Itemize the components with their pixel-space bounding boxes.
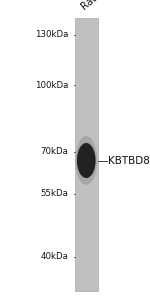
Text: KBTBD8: KBTBD8 [108,155,150,166]
Bar [75,18,98,291]
Text: Rat lung: Rat lung [80,0,118,12]
Ellipse shape [75,136,97,185]
Text: 130kDa: 130kDa [35,30,68,39]
Ellipse shape [77,143,96,178]
Text: 100kDa: 100kDa [35,81,68,90]
Text: 70kDa: 70kDa [40,147,68,156]
Text: 40kDa: 40kDa [40,252,68,261]
Text: 55kDa: 55kDa [40,189,68,198]
